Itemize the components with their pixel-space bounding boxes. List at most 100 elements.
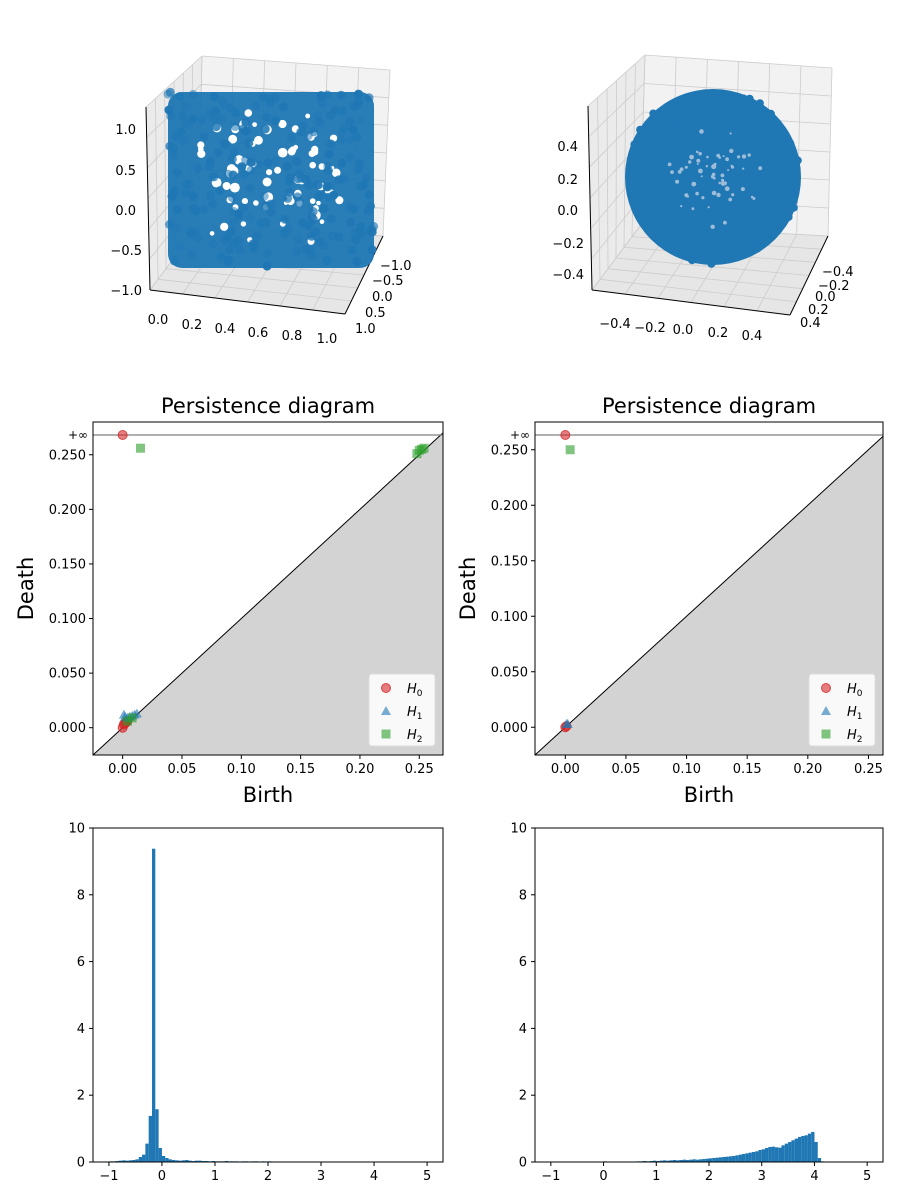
scatter-point	[244, 138, 254, 148]
scatter-point	[293, 235, 303, 245]
sphere-gap	[695, 191, 699, 196]
scatter-point	[338, 106, 348, 116]
scatter-point	[632, 156, 641, 165]
scatter-point	[710, 104, 719, 113]
legend-box	[808, 673, 876, 747]
histogram-bar	[768, 1146, 772, 1162]
scatter-point	[316, 91, 326, 101]
z-axis-ticks: −1.0 −0.5 0.0 0.5 1.0	[110, 123, 142, 299]
scatter-point	[245, 184, 255, 193]
scatter-point	[246, 165, 256, 175]
scatter-point	[739, 94, 748, 103]
scatter-point	[770, 130, 779, 139]
scatter-point	[179, 136, 189, 146]
sphere-gap	[698, 168, 703, 174]
y-tick-label: 8	[519, 888, 527, 903]
scatter-point	[326, 139, 336, 149]
y-tick-label: 0.150	[49, 557, 86, 572]
scatter-point	[649, 109, 658, 118]
x-tick-label: 4	[370, 1169, 378, 1184]
cylinder-gap	[197, 149, 206, 158]
scatter-point	[220, 236, 230, 246]
histogram-bar	[702, 1158, 706, 1162]
sphere-gap	[724, 186, 730, 192]
scatter-point	[215, 186, 225, 196]
histogram-bar	[685, 1160, 690, 1162]
scatter-point	[224, 245, 234, 254]
scatter-point	[628, 150, 637, 159]
sphere-gap	[716, 153, 721, 158]
y-tick-label: 0	[77, 1156, 85, 1171]
scatter-point	[677, 114, 686, 122]
scatter-point	[235, 245, 245, 255]
sphere-gap	[675, 179, 680, 184]
scatter-point	[176, 127, 186, 137]
histogram-bar	[788, 1141, 792, 1162]
scatter-point	[197, 115, 207, 125]
x-tick-label: 0.20	[345, 762, 374, 777]
y-axis-line	[344, 235, 384, 315]
cylinder-gap	[335, 196, 344, 205]
h2-point	[135, 443, 145, 453]
histogram-bar	[817, 1157, 822, 1162]
cylinder-gap	[311, 145, 319, 153]
scatter-point	[282, 161, 292, 171]
scatter-point	[315, 237, 325, 247]
sphere-gap	[718, 181, 721, 185]
histogram-bar	[195, 1160, 199, 1162]
diagonal-line	[534, 436, 884, 756]
scatter-point	[650, 189, 659, 198]
h1-point	[562, 718, 573, 728]
x-tick-label: 0	[599, 1169, 607, 1184]
scatter-point	[168, 150, 178, 160]
histogram-bar	[814, 1141, 818, 1162]
grid-line	[591, 225, 641, 291]
scatter-point	[736, 241, 745, 250]
scatter-point	[753, 132, 762, 141]
scatter-point	[256, 218, 266, 228]
scatter-point	[182, 119, 192, 129]
scatter-point	[260, 124, 270, 134]
scatter-point	[741, 115, 750, 124]
legend-subscript: 2	[857, 735, 863, 745]
sphere-gap	[721, 178, 725, 182]
scatter-point	[241, 155, 251, 165]
cylinder-gap	[244, 109, 253, 117]
histogram-bar	[807, 1133, 812, 1162]
scatter-point	[166, 111, 176, 121]
histogram-bar	[791, 1140, 795, 1162]
histogram-bar	[741, 1153, 746, 1162]
h1-point	[821, 706, 831, 715]
scatter-point	[170, 256, 179, 266]
scatter-point	[210, 114, 219, 124]
z-tick-label: −0.4	[552, 268, 584, 283]
scatter-point	[328, 231, 338, 241]
scatter-point	[239, 203, 249, 213]
scatter-point	[187, 250, 197, 259]
scatter-point	[753, 244, 762, 253]
scatter-point	[329, 190, 339, 200]
scatter-point	[326, 214, 336, 224]
sphere-gap	[727, 169, 730, 172]
cylinder-gap	[277, 147, 288, 158]
sphere-gap	[688, 160, 692, 164]
cylinder-gap	[228, 134, 238, 144]
scatter-point	[752, 226, 760, 235]
scatter-point	[766, 109, 775, 118]
h0-point	[117, 430, 128, 440]
scatter-point	[238, 124, 248, 134]
scatter-point	[173, 205, 182, 215]
y-tick-label: 0	[519, 1156, 527, 1171]
scatter-point	[662, 223, 671, 232]
sphere-gap	[691, 181, 697, 187]
histogram-bar	[705, 1158, 709, 1162]
scatter-point	[784, 213, 793, 221]
axes-frame	[534, 827, 884, 1163]
histogram-bar	[198, 1160, 202, 1162]
histogram-bar	[689, 1159, 693, 1162]
scatter-point	[266, 207, 276, 217]
scatter-point	[294, 169, 304, 178]
z-tick-label: 0.0	[115, 204, 136, 219]
y-tick-label: −0.2	[818, 279, 850, 294]
